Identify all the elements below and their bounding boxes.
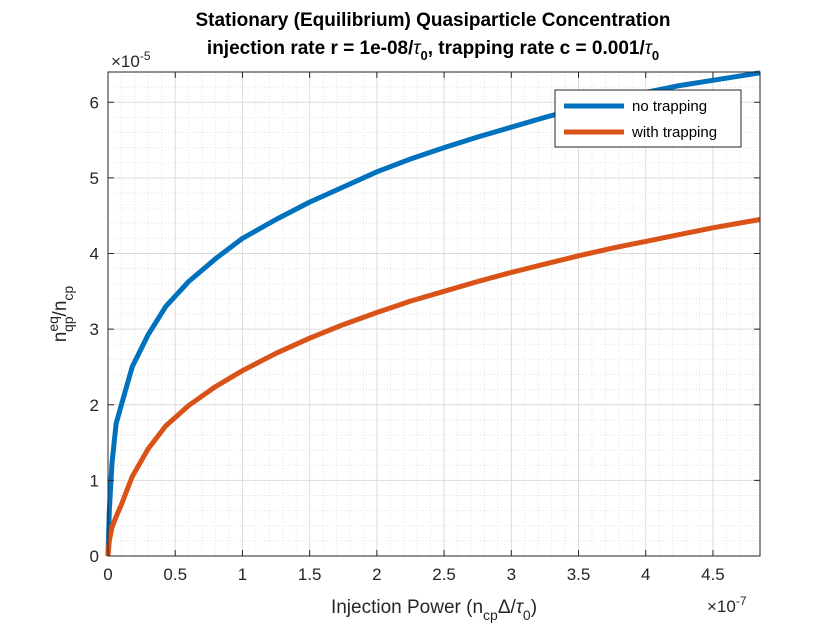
x-label-subscript-cp: cp: [483, 607, 498, 623]
legend-label-no-trapping: no trapping: [632, 98, 707, 115]
x-label-subscript-0: 0: [523, 607, 531, 623]
y-label-subscript-qp: qp: [60, 316, 76, 332]
y-tick-label: 4: [90, 245, 99, 264]
y-label-slash-n: /n: [50, 301, 71, 317]
x-tick-label: 2: [372, 565, 381, 584]
title-tau-symbol-2: τ: [645, 38, 654, 59]
y-axis-label: neqqp/ncp: [45, 286, 76, 343]
chart-title-line1: Stationary (Equilibrium) Quasiparticle C…: [195, 10, 670, 31]
x-exponent-power: -7: [736, 594, 747, 608]
x-tick-label: 0.5: [163, 565, 187, 584]
y-axis-exponent: ×10-5: [111, 49, 151, 71]
x-label-delta: Δ/: [498, 597, 517, 618]
x-tick-label: 2.5: [432, 565, 456, 584]
x-tick-label: 4: [641, 565, 650, 584]
y-tick-label: 2: [90, 396, 99, 415]
x-tick-label: 3: [507, 565, 516, 584]
title-trapping-text: , trapping rate c = 0.001/: [428, 38, 646, 59]
y-label-n: n: [50, 332, 71, 343]
series-line-with-trapping: [105, 217, 761, 557]
y-tick-label: 3: [90, 320, 99, 339]
y-tick-label: 0: [90, 547, 99, 566]
x-tick-label: 0: [103, 565, 112, 584]
chart-title-line2: injection rate r = 1e-08/τ0, trapping ra…: [207, 38, 659, 63]
legend: no trapping with trapping: [554, 89, 742, 148]
title-injection-text: injection rate r = 1e-08/: [207, 38, 414, 59]
x-axis-exponent: ×10-7: [707, 594, 747, 616]
y-tick-label: 5: [90, 169, 99, 188]
axis-ticks: 0 0.5 1 1.5 2 2.5 3 3.5 4 4.5 0 1 2 3 4 5 6: [90, 72, 760, 584]
x-tick-label: 3.5: [567, 565, 591, 584]
x-tick-label: 1: [238, 565, 247, 584]
y-exponent-base: ×10: [111, 52, 140, 71]
title-tau-symbol: τ: [413, 38, 422, 59]
title-tau-subscript-2: 0: [652, 48, 659, 63]
y-label-subscript-cp: cp: [60, 286, 76, 301]
x-tick-label: 4.5: [701, 565, 725, 584]
y-tick-label: 6: [90, 93, 99, 112]
x-label-suffix: ): [531, 597, 537, 618]
title-tau-subscript: 0: [420, 48, 427, 63]
x-exponent-base: ×10: [707, 597, 736, 616]
legend-label-with-trapping: with trapping: [631, 124, 717, 141]
axes-box: [107, 71, 761, 557]
x-label-tau: τ: [516, 597, 525, 618]
y-tick-label: 1: [90, 471, 99, 490]
x-tick-label: 1.5: [298, 565, 322, 584]
x-axis-label: Injection Power (ncpΔ/τ0): [331, 597, 537, 623]
x-label-prefix: Injection Power (n: [331, 597, 483, 618]
y-label-superscript-eq: eq: [45, 316, 61, 332]
y-exponent-power: -5: [140, 49, 151, 63]
legend-box: [554, 89, 742, 148]
